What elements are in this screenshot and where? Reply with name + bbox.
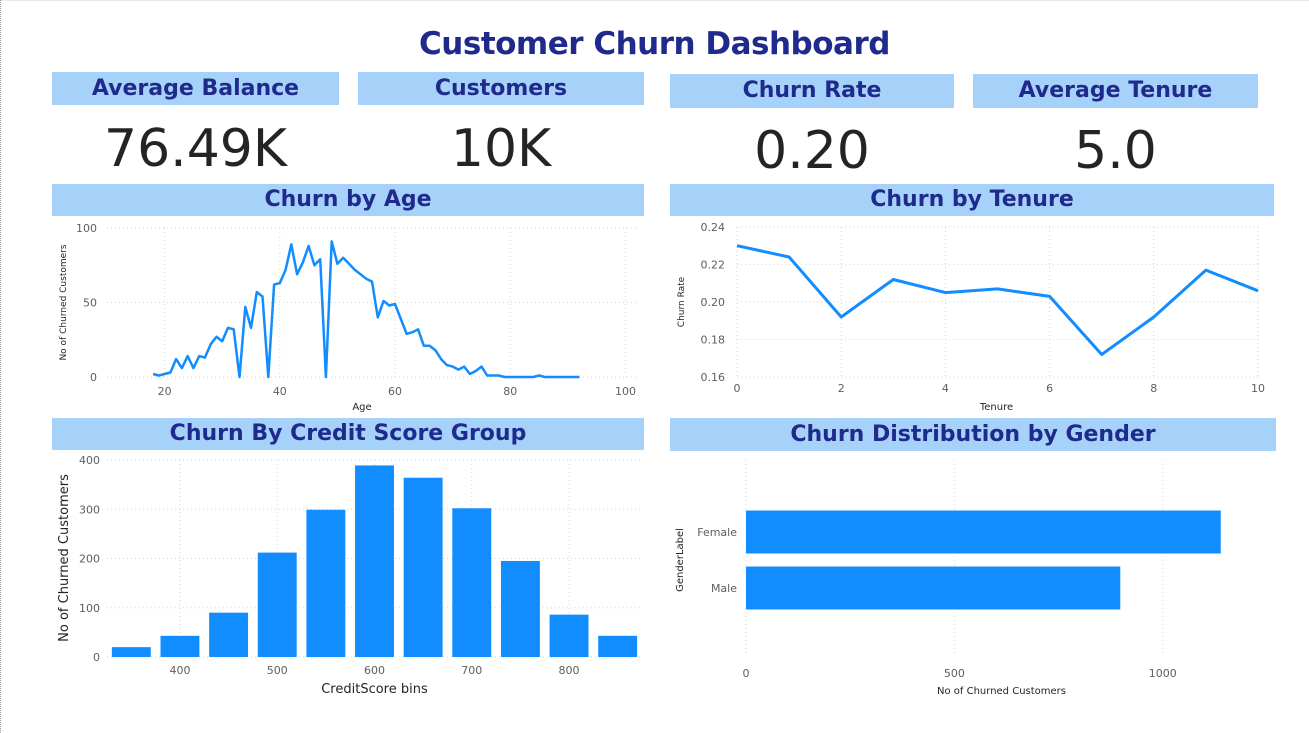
gender-bar [746, 510, 1221, 554]
chart-title-churn-by-age: Churn by Age [52, 184, 644, 216]
y-tick-label: 0 [90, 371, 97, 384]
y-tick-label: 400 [79, 454, 100, 467]
kpi-value-average-tenure: 5.0 [1074, 121, 1157, 181]
x-tick-label: 8 [1150, 382, 1157, 395]
x-tick-label: 4 [942, 382, 949, 395]
x-axis-label: No of Churned Customers [937, 686, 1066, 697]
credit-bar [209, 612, 249, 657]
credit-bar [160, 635, 200, 657]
x-tick-label: 400 [169, 664, 190, 677]
y-tick-label: 0.24 [701, 221, 726, 234]
churn-by-credit-score-chart: 0 100 200 300 400 400 500 600 700 800 CreditScore … [57, 454, 642, 697]
y-category-label: Female [697, 526, 737, 539]
kpi-label-churn-rate: Churn Rate [670, 74, 954, 108]
x-tick-label: 0 [743, 667, 750, 680]
y-tick-label: 0.16 [701, 371, 726, 384]
credit-bar [257, 552, 297, 657]
x-tick-label: 600 [364, 664, 385, 677]
kpi-value-customers: 10K [450, 119, 552, 179]
kpi-value-average-balance: 76.49K [104, 119, 287, 179]
churn-by-age-chart: 0 50 100 20 40 60 80 100 Age No of Churned Custom… [59, 222, 637, 413]
chart-title-churn-by-gender: Churn Distribution by Gender [670, 418, 1276, 451]
churn-by-gender-chart: 0 500 1000 Female Male No of Churned Customer… [675, 460, 1221, 697]
y-category-label: Male [711, 582, 737, 595]
kpi-label-average-tenure: Average Tenure [973, 74, 1258, 108]
y-tick-label: 200 [79, 553, 100, 566]
x-axis-label: Age [352, 402, 371, 413]
y-axis-label: No of Churned Customers [59, 244, 69, 360]
x-tick-label: 10 [1251, 382, 1265, 395]
x-tick-label: 40 [273, 385, 287, 398]
x-tick-label: 0 [734, 382, 741, 395]
y-tick-label: 50 [83, 297, 97, 310]
kpi-label-customers: Customers [358, 72, 644, 105]
gender-bar [746, 566, 1121, 610]
credit-bar [355, 465, 394, 657]
credit-bar [403, 477, 443, 657]
credit-bar [598, 635, 638, 657]
page-top-border [0, 0, 1309, 1]
x-tick-label: 2 [838, 382, 845, 395]
y-tick-label: 0 [93, 651, 100, 664]
credit-bar [306, 509, 346, 657]
x-tick-label: 100 [615, 385, 636, 398]
credit-bar [500, 560, 540, 657]
y-axis-label: GenderLabel [675, 528, 686, 592]
y-tick-label: 100 [79, 602, 100, 615]
y-tick-label: 300 [79, 503, 100, 516]
chart-title-churn-by-tenure: Churn by Tenure [670, 184, 1274, 216]
y-tick-label: 100 [76, 222, 97, 235]
page-left-border [0, 0, 2, 733]
kpi-label-average-balance: Average Balance [52, 72, 339, 105]
y-axis-label: No of Churned Customers [57, 474, 72, 642]
y-tick-label: 0.20 [701, 296, 726, 309]
y-tick-label: 0.18 [701, 334, 726, 347]
x-tick-label: 20 [158, 385, 172, 398]
x-axis-label: CreditScore bins [321, 682, 428, 697]
x-tick-label: 6 [1046, 382, 1053, 395]
y-tick-label: 0.22 [701, 259, 726, 272]
x-tick-label: 800 [559, 664, 580, 677]
dashboard-title: Customer Churn Dashboard [419, 26, 890, 62]
x-tick-label: 1000 [1149, 667, 1177, 680]
x-tick-label: 80 [503, 385, 517, 398]
age-series-line [152, 240, 580, 379]
x-tick-label: 500 [267, 664, 288, 677]
x-tick-label: 700 [461, 664, 482, 677]
kpi-value-churn-rate: 0.20 [754, 121, 870, 181]
x-tick-label: 60 [388, 385, 402, 398]
credit-bar [111, 647, 151, 657]
churn-by-tenure-chart: 0.16 0.18 0.20 0.22 0.24 0 2 4 6 8 10 Tenure Churn R… [677, 221, 1265, 413]
credit-bar [452, 508, 492, 657]
credit-bar [549, 614, 589, 657]
tenure-series-line [736, 244, 1259, 356]
y-axis-label: Churn Rate [677, 276, 687, 327]
x-tick-label: 500 [944, 667, 965, 680]
x-axis-label: Tenure [979, 402, 1013, 413]
chart-title-churn-by-credit-score: Churn By Credit Score Group [52, 418, 644, 450]
